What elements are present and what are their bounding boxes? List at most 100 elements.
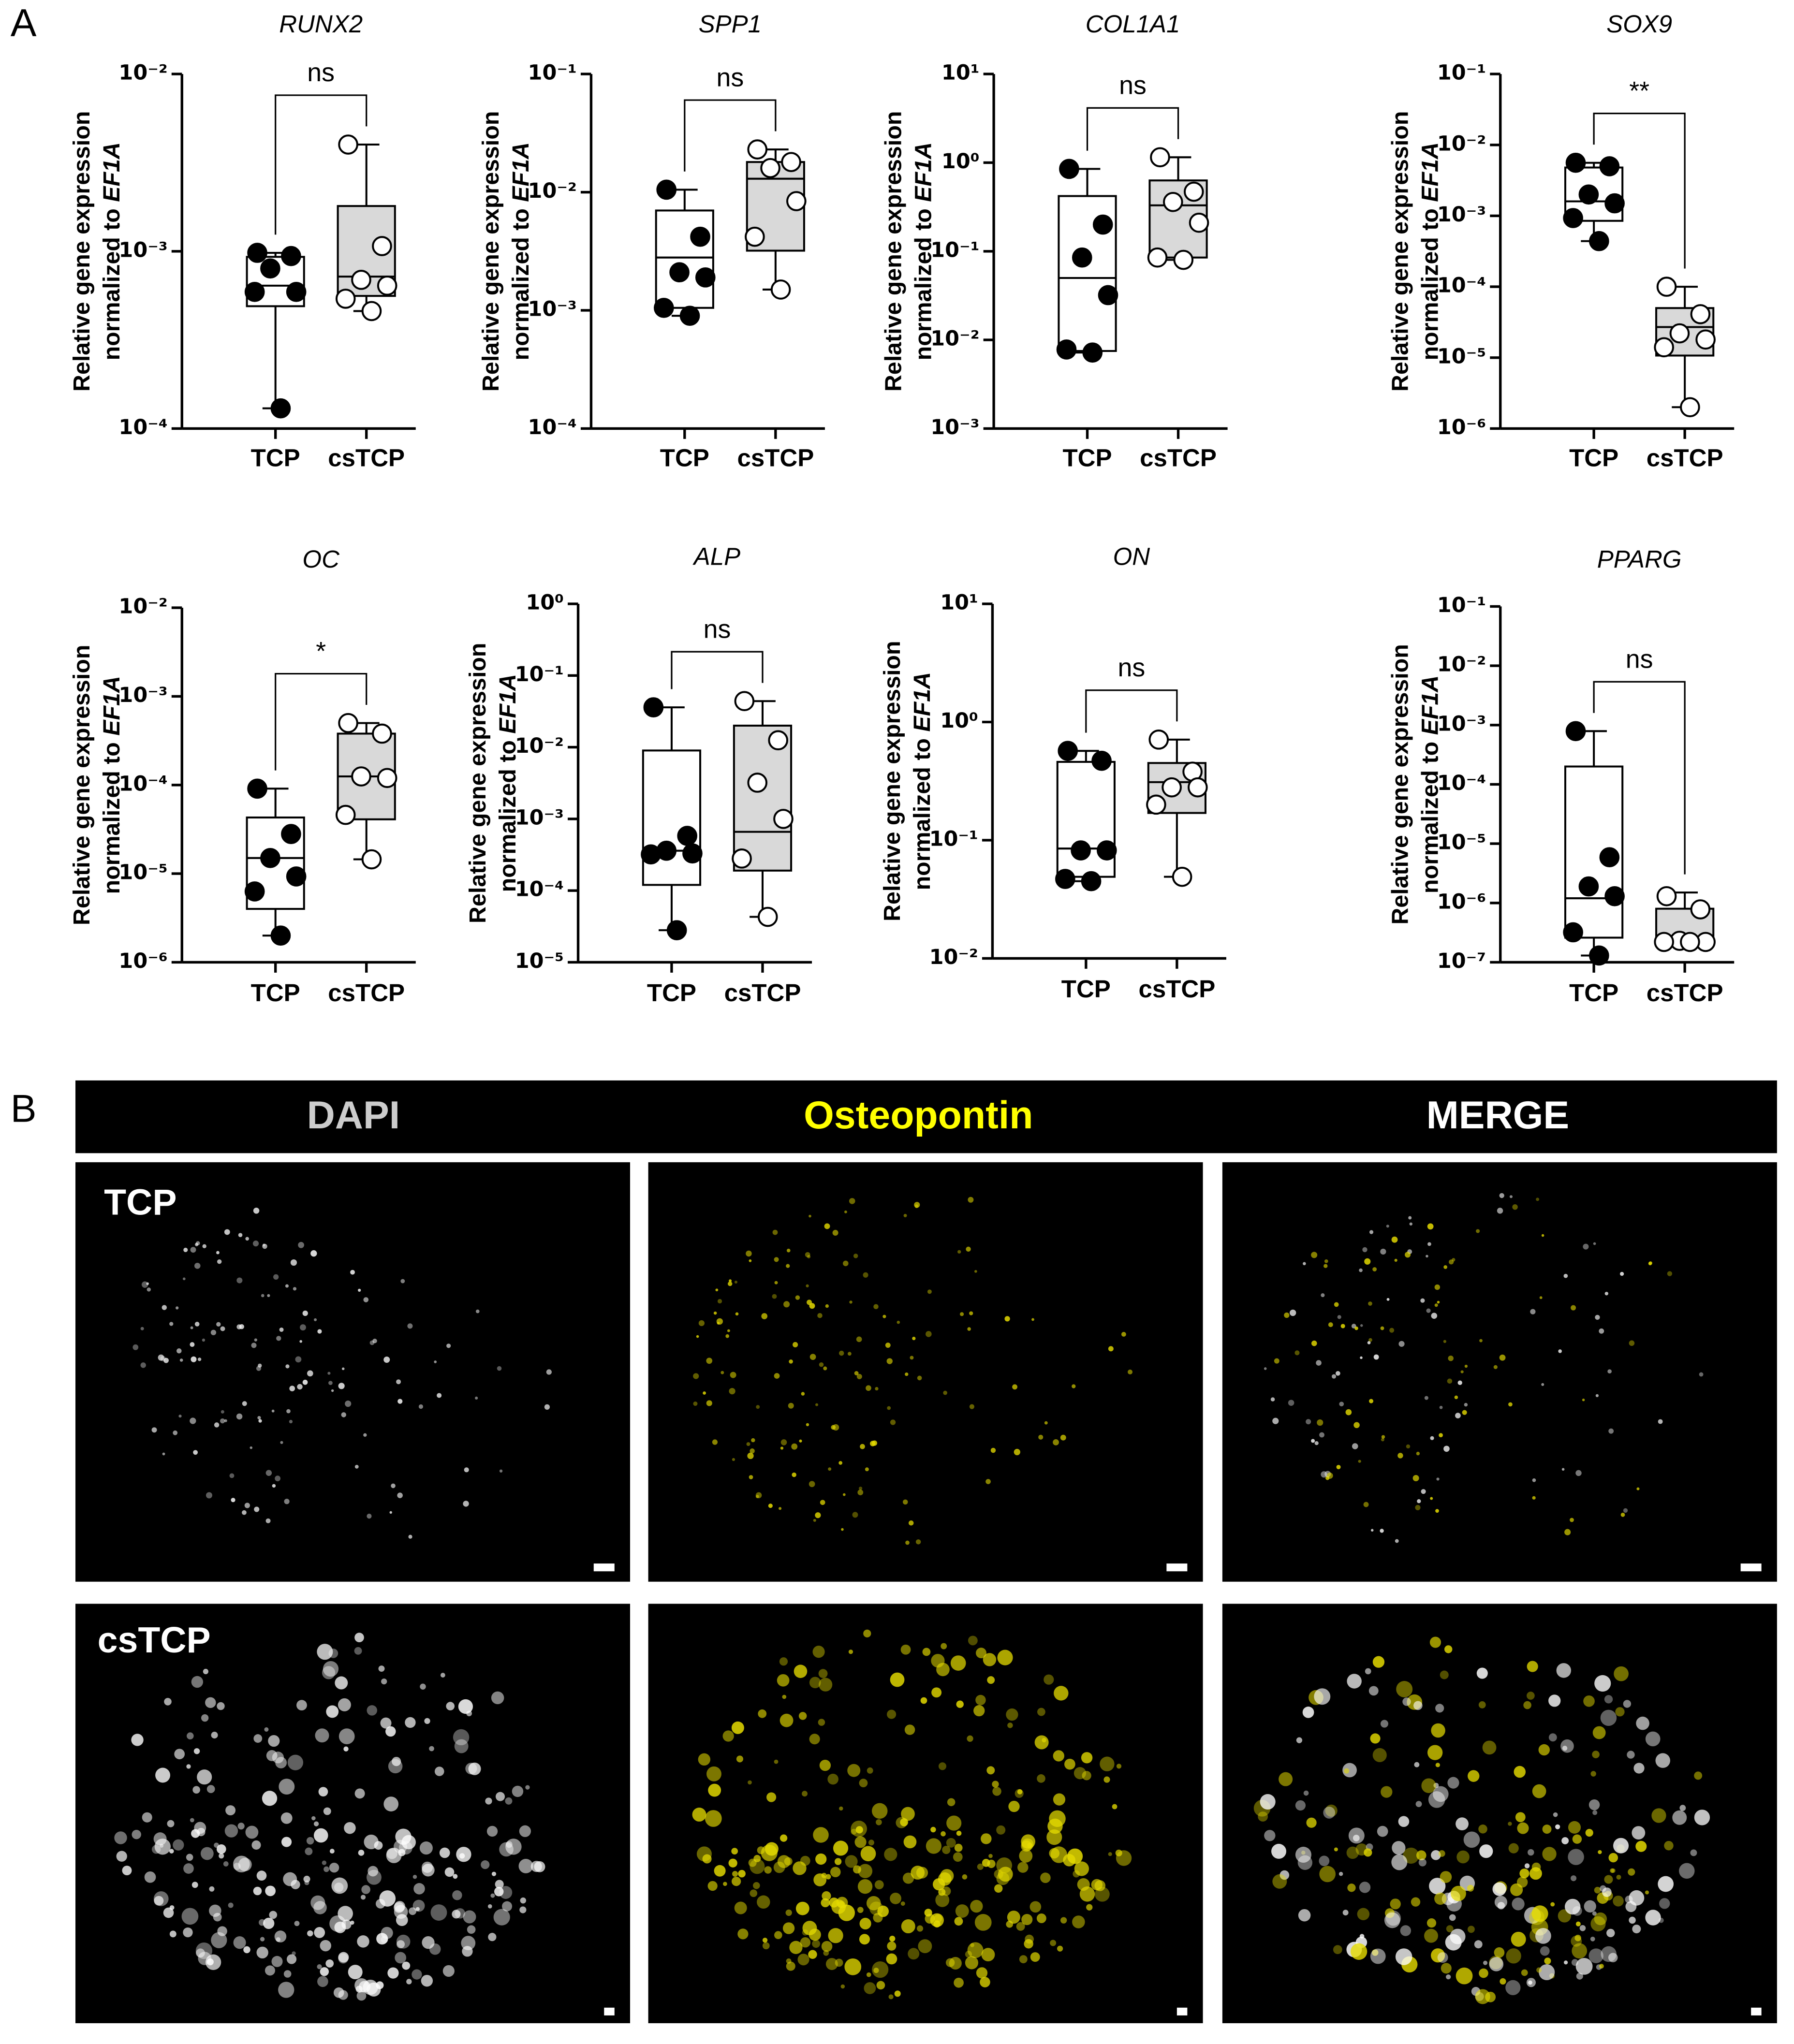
- data-point: [1690, 899, 1711, 920]
- signal: [794, 1664, 808, 1678]
- signal: [1562, 1745, 1568, 1751]
- signal: [269, 1911, 278, 1919]
- signal: [1302, 1707, 1314, 1718]
- data-point: [786, 191, 807, 211]
- signal: [1478, 1701, 1486, 1708]
- y-tick-label: 10⁻²: [1437, 653, 1486, 677]
- signal: [832, 1229, 838, 1236]
- signal: [1636, 1716, 1649, 1730]
- y-axis-label-part: normalized to: [909, 738, 935, 890]
- significance-label: ns: [704, 614, 731, 643]
- y-tick-label: 10⁻²: [930, 327, 979, 351]
- signal: [1417, 1499, 1421, 1504]
- signal: [839, 1806, 843, 1811]
- data-point: [1565, 152, 1586, 173]
- signal: [164, 1698, 172, 1706]
- signal: [789, 1359, 793, 1364]
- signal: [315, 1728, 329, 1743]
- signal: [840, 1984, 845, 1989]
- signal: [1524, 1863, 1530, 1869]
- signal: [272, 1752, 284, 1764]
- data-point: [690, 226, 710, 247]
- signal: [847, 1764, 861, 1777]
- signal: [1527, 1692, 1535, 1700]
- signal: [867, 1767, 873, 1774]
- signal: [772, 1294, 777, 1299]
- signal: [808, 1950, 817, 1959]
- chart: COL1A1 Relative gene expression normalized…: [881, 10, 1228, 471]
- signal: [838, 1461, 843, 1465]
- y-axis-label-part: normalized to: [1417, 742, 1443, 893]
- y-tick-label: 10⁻³: [515, 805, 564, 830]
- signal: [1435, 1509, 1439, 1513]
- signal: [1590, 1771, 1596, 1777]
- signal: [313, 1901, 327, 1914]
- signal: [267, 1294, 270, 1298]
- signal: [974, 1914, 992, 1931]
- signal: [1441, 1963, 1452, 1974]
- signal: [1449, 1914, 1456, 1921]
- data-point: [643, 697, 664, 717]
- signal: [268, 1735, 280, 1747]
- signal: [280, 1441, 283, 1444]
- signal: [853, 1865, 861, 1874]
- signal: [936, 1663, 950, 1677]
- signal: [1384, 1912, 1400, 1928]
- signal: [1594, 1675, 1611, 1692]
- signal: [1616, 1874, 1621, 1880]
- signal: [807, 1255, 811, 1258]
- signal: [233, 1863, 241, 1870]
- signal: [300, 1324, 306, 1331]
- signal: [1271, 1843, 1287, 1859]
- data-point: [1096, 840, 1117, 861]
- signal: [181, 1908, 199, 1925]
- data-point: [1092, 214, 1113, 235]
- signal: [908, 1948, 920, 1960]
- signal: [285, 1284, 289, 1288]
- signal: [1604, 1695, 1613, 1704]
- signal: [1590, 1936, 1595, 1942]
- signal: [799, 1439, 802, 1443]
- signal: [202, 1338, 206, 1342]
- data-point: [1654, 932, 1674, 952]
- data-point: [1599, 156, 1620, 176]
- signal: [396, 1379, 401, 1385]
- signal: [905, 1540, 910, 1545]
- signal: [1372, 1656, 1385, 1668]
- signal: [788, 1402, 794, 1409]
- signal: [914, 1202, 920, 1208]
- signal: [211, 1732, 218, 1739]
- signal: [546, 1369, 552, 1375]
- scale-bar: [1176, 2007, 1188, 2015]
- chart: PPARG Relative gene expression normalized …: [1387, 545, 1735, 1007]
- signal: [1082, 1771, 1091, 1781]
- signal: [1556, 1663, 1572, 1678]
- signal: [1590, 1916, 1606, 1931]
- data-point: [734, 691, 755, 712]
- signal: [819, 1678, 833, 1692]
- signal: [957, 1250, 961, 1254]
- signal: [1303, 1262, 1306, 1266]
- signal: [297, 1384, 303, 1390]
- signal: [322, 1860, 327, 1865]
- signal: [1386, 1298, 1390, 1301]
- signal: [407, 1323, 413, 1329]
- signal: [183, 1863, 194, 1874]
- signal: [481, 1860, 490, 1869]
- signal: [1574, 1934, 1581, 1942]
- signal: [275, 1757, 287, 1768]
- data-point: [1589, 945, 1609, 966]
- signal: [1592, 1911, 1597, 1916]
- signal: [1424, 1928, 1438, 1943]
- data-point: [1669, 323, 1690, 344]
- signal: [865, 1467, 869, 1472]
- signal: [998, 1867, 1013, 1882]
- signal: [1264, 1830, 1276, 1841]
- signal: [761, 1844, 778, 1861]
- signal: [785, 1909, 792, 1916]
- y-axis-label-part: normalized to: [495, 740, 521, 892]
- signal: [1054, 1686, 1069, 1701]
- signal: [1416, 1451, 1420, 1456]
- signal: [317, 1644, 333, 1660]
- data-point: [372, 723, 392, 744]
